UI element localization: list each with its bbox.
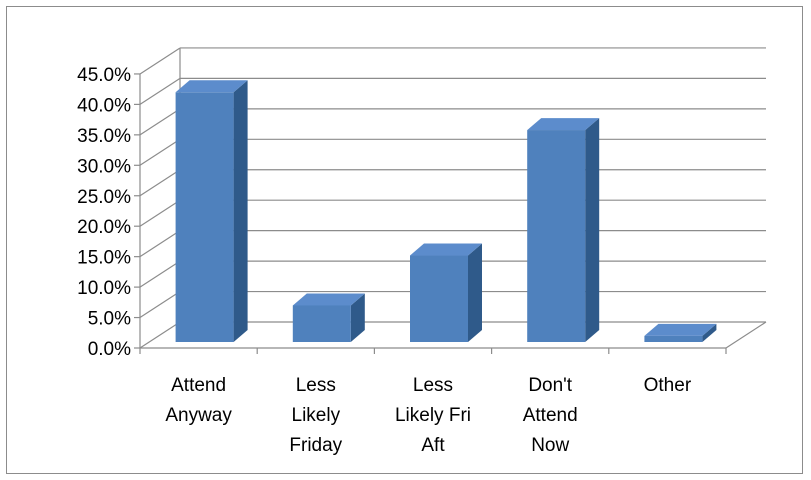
x-category-label-line: Attend — [171, 375, 226, 396]
x-category-labels: Attend Anyway Less Likely Friday Less Likely F… — [165, 375, 691, 456]
bar-front — [410, 255, 468, 342]
y-tick-label: 40.0% — [77, 95, 131, 116]
chart-frame — [6, 6, 803, 474]
y-tick-label: 10.0% — [77, 278, 131, 299]
y-tick-label: 25.0% — [77, 187, 131, 208]
bar-side — [702, 323, 717, 342]
bar-side — [233, 80, 248, 342]
gridline-side — [139, 169, 181, 197]
gridline-side — [139, 138, 181, 166]
y-tick-label: 20.0% — [77, 217, 131, 238]
x-category-label-line: Likely — [292, 405, 341, 426]
gridline-side — [139, 260, 181, 288]
bar-top — [644, 323, 717, 336]
bars-layer — [175, 80, 717, 343]
gridline-side — [139, 77, 181, 105]
bar-4 — [644, 323, 717, 342]
bar-side — [350, 293, 365, 342]
x-category-label: Less Likely Fri Aft — [395, 375, 471, 456]
x-category-label-line: Anyway — [165, 405, 232, 426]
gridline-side — [139, 199, 181, 227]
y-tick-label: 5.0% — [88, 309, 131, 330]
bar-2 — [410, 243, 482, 342]
bar-top — [175, 80, 248, 93]
gridline-side — [139, 108, 181, 136]
bar-front — [292, 305, 351, 342]
y-tick-label: 30.0% — [77, 156, 131, 177]
bar-3 — [527, 118, 600, 343]
x-category-label: Less Likely Friday — [289, 375, 342, 456]
bar-top — [410, 243, 482, 256]
bar-0 — [175, 80, 248, 342]
floor-right-edge — [725, 321, 767, 349]
x-category-label-line: Other — [644, 375, 692, 396]
bar-1 — [292, 293, 365, 342]
gridline-side — [139, 291, 181, 319]
bar-side — [585, 118, 600, 343]
bar-front — [175, 92, 234, 342]
x-category-label: Don't Attend Now — [523, 375, 578, 456]
x-category-label-line: Don't — [528, 375, 572, 396]
y-tick-label: 0.0% — [88, 339, 131, 360]
x-category-label: Attend Anyway — [165, 375, 232, 426]
bar-top — [527, 118, 600, 131]
gridline-side — [139, 230, 181, 258]
x-category-label-line: Less — [296, 375, 336, 396]
bar-front — [527, 130, 586, 342]
gridline-side — [139, 321, 181, 349]
bar-front — [644, 335, 703, 342]
bar-side — [468, 243, 482, 342]
x-category-label-line: Friday — [289, 435, 342, 456]
bar-top — [292, 293, 365, 306]
y-tick-labels: 0.0% 5.0% 10.0% 15.0% 20.0% 25.0% 30.0% 35.0% 40… — [77, 65, 131, 360]
x-category-label-line: Likely Fri — [395, 405, 471, 426]
x-category-label-line: Now — [531, 435, 569, 456]
x-category-label-line: Aft — [421, 435, 445, 456]
x-category-label-line: Attend — [523, 405, 578, 426]
x-category-label: Other — [644, 375, 692, 396]
y-tick-label: 15.0% — [77, 248, 131, 269]
grid-layer — [139, 47, 766, 349]
gridline-side — [139, 47, 181, 75]
y-tick-label: 35.0% — [77, 126, 131, 147]
x-category-label-line: Less — [413, 375, 453, 396]
y-tick-label: 45.0% — [77, 65, 131, 86]
